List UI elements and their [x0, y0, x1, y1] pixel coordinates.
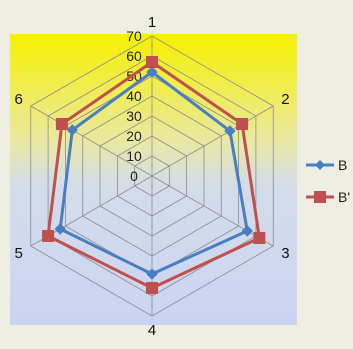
series-b — [54, 66, 253, 280]
legend-label: B — [338, 157, 347, 173]
data-point — [241, 225, 253, 237]
tick-label: 40 — [126, 88, 142, 104]
series-b-prime — [42, 56, 266, 294]
series-layer — [42, 56, 266, 294]
tick-label: 70 — [126, 28, 142, 44]
legend-item: B — [306, 157, 347, 173]
legend-label: B' — [338, 189, 350, 205]
category-labels: 1 2 3 4 5 6 — [14, 14, 289, 339]
legend: B B' — [306, 157, 350, 205]
category-label: 5 — [14, 245, 22, 262]
spoke-line — [30, 105, 153, 177]
legend-marker — [314, 191, 326, 203]
category-label: 2 — [281, 91, 289, 108]
category-label: 6 — [14, 91, 22, 108]
legend-marker — [315, 160, 325, 170]
spoke-line — [151, 175, 274, 247]
tick-label: 0 — [130, 168, 138, 184]
data-point — [54, 223, 66, 235]
category-label: 1 — [148, 14, 156, 31]
data-point — [146, 66, 158, 78]
category-label: 3 — [281, 245, 289, 262]
tick-label: 30 — [126, 108, 142, 124]
plot-area-background — [10, 34, 297, 325]
data-point — [146, 268, 158, 280]
data-point — [224, 125, 236, 137]
category-label: 4 — [148, 322, 156, 339]
legend-item: B' — [306, 189, 350, 205]
data-point — [146, 56, 158, 68]
data-point — [236, 118, 249, 130]
tick-label: 60 — [126, 48, 142, 64]
tick-label: 20 — [126, 128, 142, 144]
spoke-line — [151, 105, 274, 177]
data-point — [253, 232, 266, 244]
tick-label: 10 — [126, 148, 142, 164]
data-point — [146, 282, 158, 294]
data-point — [66, 124, 79, 136]
data-point — [42, 230, 55, 242]
data-point — [55, 118, 68, 130]
